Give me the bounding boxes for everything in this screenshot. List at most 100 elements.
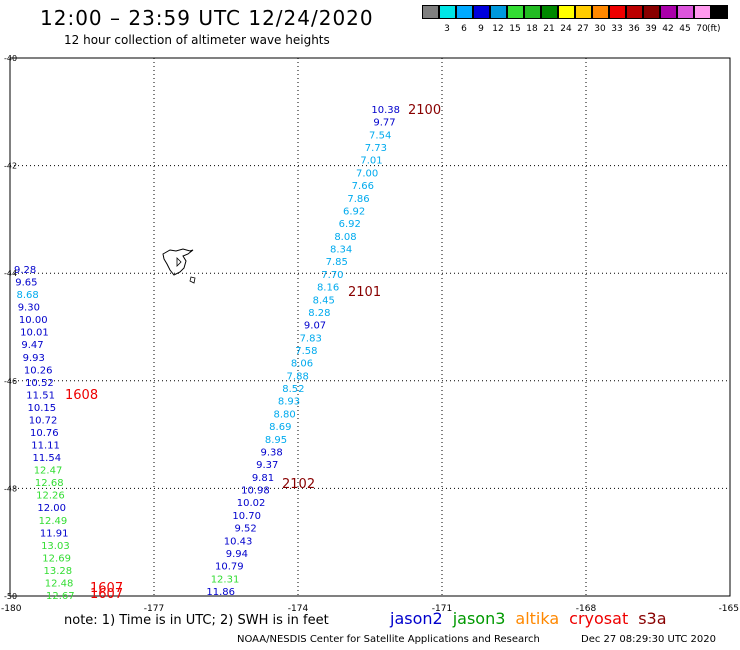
satellite-altika: altika xyxy=(515,609,560,628)
scale-swatch xyxy=(660,5,677,19)
scale-swatch xyxy=(524,5,541,19)
wave-height-value: 8.16 xyxy=(317,283,339,294)
scale-label: 18 xyxy=(526,24,538,34)
wave-height-value: 10.01 xyxy=(20,328,49,339)
longitude-label: -168 xyxy=(576,604,597,614)
track-time-label: 1607 xyxy=(90,587,123,602)
wave-height-value: 8.08 xyxy=(334,232,356,243)
scale-swatch xyxy=(422,5,439,19)
wave-height-value: 7.83 xyxy=(300,333,322,344)
wave-height-value: 9.38 xyxy=(260,447,282,458)
scale-swatch xyxy=(490,5,507,19)
wave-height-value: 10.70 xyxy=(232,511,261,522)
wave-height-value: 9.93 xyxy=(23,353,45,364)
scale-swatch xyxy=(592,5,609,19)
scale-swatch xyxy=(456,5,473,19)
wave-height-value: 10.98 xyxy=(241,486,270,497)
wave-height-value: 9.52 xyxy=(234,524,256,535)
wave-height-value: 10.79 xyxy=(215,562,244,573)
footer-note: note: 1) Time is in UTC; 2) SWH is in fe… xyxy=(64,613,329,628)
satellite-jason2: jason2 xyxy=(390,609,443,628)
wave-height-value: 9.77 xyxy=(373,118,395,129)
wave-height-value: 8.93 xyxy=(278,397,300,408)
island-outline xyxy=(162,248,196,284)
scale-label: 3 xyxy=(444,24,450,34)
wave-height-value: 8.28 xyxy=(308,308,330,319)
track-time-label: 1608 xyxy=(65,388,98,403)
wave-height-value: 9.94 xyxy=(226,549,248,560)
wave-height-value: 10.43 xyxy=(224,536,253,547)
scale-swatch xyxy=(558,5,575,19)
scale-label: 30 xyxy=(594,24,606,34)
scale-label: 39 xyxy=(645,24,657,34)
track-time-label: 1607 xyxy=(90,581,123,596)
satellite-cryosat: cryosat xyxy=(569,609,629,628)
wave-height-value: 12.00 xyxy=(37,503,66,514)
scale-label: 36 xyxy=(628,24,640,34)
scale-label: 9 xyxy=(478,24,484,34)
wave-height-value: 8.69 xyxy=(269,422,291,433)
scale-swatch xyxy=(473,5,490,19)
scale-swatch xyxy=(575,5,592,19)
wave-height-value: 12.49 xyxy=(39,516,68,527)
map-grid xyxy=(9,57,731,597)
latitude-label: -48 xyxy=(4,484,17,493)
scale-swatch xyxy=(711,5,728,19)
wave-height-value: 7.86 xyxy=(347,194,369,205)
longitude-label: -180 xyxy=(1,604,22,614)
wave-height-value: 8.45 xyxy=(313,295,335,306)
map-frame xyxy=(9,57,731,597)
wave-height-value: 12.47 xyxy=(34,466,63,477)
wave-height-value: 10.38 xyxy=(371,105,400,116)
page-subtitle: 12 hour collection of altimeter wave hei… xyxy=(64,33,330,47)
wave-height-value: 10.00 xyxy=(19,315,48,326)
wave-height-value: 11.51 xyxy=(26,390,55,401)
wave-height-value: 8.34 xyxy=(330,245,352,256)
latitude-label: -50 xyxy=(4,592,17,601)
scale-swatch xyxy=(694,5,711,19)
wave-height-value: 12.26 xyxy=(36,491,65,502)
scale-label: 24 xyxy=(560,24,572,34)
wave-height-value: 9.37 xyxy=(256,460,278,471)
footer-credit: NOAA/NESDIS Center for Satellite Applica… xyxy=(237,634,540,645)
wave-height-value: 12.67 xyxy=(46,591,75,602)
longitude-label: -165 xyxy=(719,604,739,614)
wave-height-value: 9.47 xyxy=(21,340,43,351)
wave-height-value: 7.70 xyxy=(321,270,343,281)
wave-height-value: 10.15 xyxy=(28,403,57,414)
wave-height-value: 8.68 xyxy=(16,290,38,301)
wave-height-value: 12.48 xyxy=(45,578,74,589)
wave-height-value: 9.07 xyxy=(304,321,326,332)
latitude-label: -42 xyxy=(4,162,17,171)
scale-label: 12 xyxy=(492,24,504,34)
wave-height-value: 7.66 xyxy=(352,181,374,192)
scale-label: 27 xyxy=(577,24,589,34)
longitude-label: -171 xyxy=(432,604,452,614)
scale-swatch xyxy=(643,5,660,19)
scale-swatch xyxy=(541,5,558,19)
wave-height-value: 12.31 xyxy=(211,574,240,585)
wave-height-value: 12.69 xyxy=(42,553,71,564)
satellite-jason3: jason3 xyxy=(452,609,506,628)
wave-height-value: 9.65 xyxy=(15,278,37,289)
wave-height-value: 7.58 xyxy=(295,346,317,357)
wave-height-value: 13.03 xyxy=(41,541,70,552)
scale-label: 6 xyxy=(461,24,467,34)
scale-unit: (ft) xyxy=(707,24,721,34)
wave-height-value: 7.85 xyxy=(326,257,348,268)
scale-label: 45 xyxy=(679,24,691,34)
scale-swatch xyxy=(439,5,456,19)
scale-swatch xyxy=(626,5,643,19)
wave-height-value: 10.72 xyxy=(29,415,58,426)
wave-height-value: 11.86 xyxy=(206,587,235,598)
satellite-legend: jason2 jason3 altika cryosat s3a xyxy=(390,609,677,628)
longitude-label: -177 xyxy=(144,604,164,614)
wave-height-value: 6.92 xyxy=(339,219,361,230)
wave-height-value: 12.68 xyxy=(35,478,64,489)
wave-height-value: 10.02 xyxy=(237,498,266,509)
wave-height-value: 7.73 xyxy=(365,143,387,154)
wave-height-value: 10.76 xyxy=(30,428,59,439)
wave-height-value: 8.80 xyxy=(274,409,296,420)
map-axis-labels: -40 -42 -44 -46 -48 -50 -180 -177 -174 -171 -168 -1… xyxy=(1,54,739,614)
